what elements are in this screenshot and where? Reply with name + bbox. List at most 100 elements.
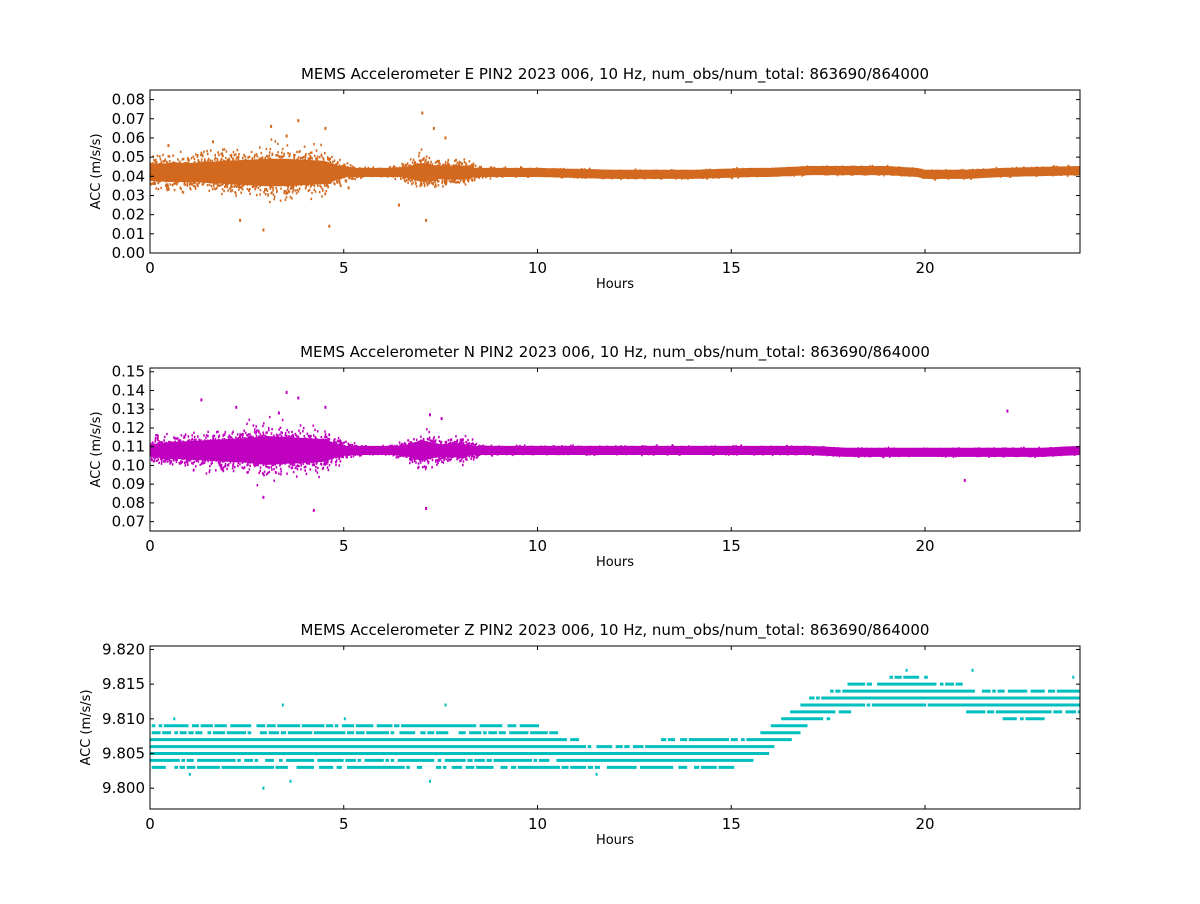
- x-tick-label: 5: [339, 815, 349, 833]
- outlier-point: [297, 396, 300, 400]
- outlier-point: [444, 136, 447, 140]
- y-tick-label: 9.820: [102, 640, 145, 658]
- y-tick-label: 9.805: [102, 745, 145, 763]
- y-tick-label: 0.13: [112, 400, 145, 418]
- y-tick-label: 0.08: [112, 494, 145, 512]
- outlier-point: [285, 134, 288, 138]
- outlier-point: [905, 668, 908, 672]
- x-tick-label: 0: [145, 815, 155, 833]
- plot-frame: [149, 367, 1081, 532]
- outlier-point: [429, 779, 431, 783]
- y-tick-label: 0.07: [112, 110, 145, 128]
- outlier-point: [328, 224, 331, 228]
- y-axis-label: ACC (m/s/s): [79, 689, 94, 765]
- y-tick-label: 0.03: [112, 186, 145, 204]
- outlier-point: [285, 390, 288, 394]
- x-tick-label: 0: [145, 537, 155, 555]
- outlier-point: [297, 119, 300, 123]
- y-tick-label: 0.10: [112, 456, 145, 474]
- outlier-point: [971, 668, 974, 672]
- x-tick-label: 20: [915, 815, 934, 833]
- x-tick-label: 10: [528, 259, 547, 277]
- outlier-point: [270, 124, 273, 128]
- x-tick-label: 0: [145, 259, 155, 277]
- x-tick-label: 5: [339, 259, 349, 277]
- x-tick-label: 10: [528, 815, 547, 833]
- x-axis-label: Hours: [596, 555, 634, 570]
- outlier-point: [235, 405, 238, 409]
- outlier-point: [440, 417, 443, 421]
- y-tick-label: 0.01: [112, 225, 145, 243]
- x-tick-label: 15: [722, 537, 741, 555]
- outlier-point: [1072, 675, 1075, 679]
- outlier-point: [347, 186, 350, 190]
- y-tick-label: 0.04: [112, 167, 145, 185]
- plot-frame: [149, 645, 1081, 810]
- y-tick-label: 0.15: [112, 363, 145, 381]
- chart-panel-2: 0 5 10 15 20 9.800 9.805 9.810 9.815 9.820 MEMS Ac…: [79, 621, 1081, 848]
- chart-panel-1: 0 5 10 15 20 0.070.080.090.100.110.120.130.14…: [89, 343, 1081, 570]
- x-axis-label: Hours: [596, 833, 634, 848]
- outlier-point: [239, 218, 242, 222]
- outlier-point: [425, 218, 428, 222]
- chart-title: MEMS Accelerometer N PIN2 2023 006, 10 H…: [300, 343, 930, 362]
- outlier-point: [281, 703, 284, 707]
- y-tick-label: 0.14: [112, 381, 145, 399]
- outlier-point: [188, 772, 191, 776]
- outlier-point: [425, 507, 428, 510]
- outlier-point: [398, 203, 400, 207]
- data-markers: [150, 138, 1080, 204]
- y-axis-label: ACC (m/s/s): [89, 133, 104, 209]
- outlier-point: [963, 478, 966, 482]
- x-tick-label: 5: [339, 537, 349, 555]
- y-tick-label: 9.800: [102, 779, 145, 797]
- outlier-point: [167, 144, 170, 148]
- outlier-point: [289, 779, 292, 783]
- data-points: [150, 390, 1080, 512]
- y-tick-label: 0.11: [112, 438, 145, 456]
- outlier-point: [262, 786, 265, 790]
- outlier-point: [1006, 409, 1009, 413]
- outlier-point: [324, 126, 327, 130]
- y-tick-label: 9.810: [102, 710, 145, 728]
- chart-panel-0: 0 5 10 15 20 0.000.010.02 0.030.040.050.060.07…: [89, 65, 1081, 292]
- outlier-point: [421, 111, 424, 115]
- x-axis-label: Hours: [596, 277, 634, 292]
- outlier-point: [343, 717, 346, 721]
- y-tick-label: 0.00: [112, 244, 145, 262]
- outlier-point: [262, 228, 265, 232]
- y-tick-label: 0.06: [112, 129, 145, 147]
- outlier-point: [277, 411, 280, 415]
- y-tick-label: 0.08: [112, 91, 145, 109]
- x-tick-label: 15: [722, 259, 741, 277]
- outlier-point: [312, 508, 315, 512]
- y-tick-label: 0.02: [112, 206, 145, 224]
- outlier-point: [429, 413, 431, 417]
- outlier-point: [324, 405, 327, 409]
- outlier-point: [212, 140, 214, 144]
- x-tick-label: 20: [915, 537, 934, 555]
- y-tick-label: 0.07: [112, 513, 145, 531]
- y-tick-label: 0.12: [112, 419, 145, 437]
- chart-title: MEMS Accelerometer Z PIN2 2023 006, 10 H…: [301, 621, 930, 640]
- y-axis-label: ACC (m/s/s): [89, 411, 104, 487]
- plot-frame: [149, 89, 1081, 254]
- outlier-point: [262, 495, 265, 499]
- outlier-point: [200, 398, 203, 402]
- data-points: [150, 111, 1080, 232]
- outlier-point: [444, 703, 447, 707]
- x-tick-label: 10: [528, 537, 547, 555]
- data-markers: [150, 415, 1080, 487]
- outlier-point: [595, 772, 598, 776]
- data-points: [150, 668, 1080, 790]
- y-tick-label: 0.05: [112, 148, 145, 166]
- x-tick-label: 20: [915, 259, 934, 277]
- chart-title: MEMS Accelerometer E PIN2 2023 006, 10 H…: [301, 65, 929, 84]
- x-tick-label: 15: [722, 815, 741, 833]
- data-markers: [150, 675, 1080, 769]
- y-tick-label: 0.09: [112, 475, 145, 493]
- outlier-point: [432, 126, 435, 130]
- y-tick-label: 9.815: [102, 675, 145, 693]
